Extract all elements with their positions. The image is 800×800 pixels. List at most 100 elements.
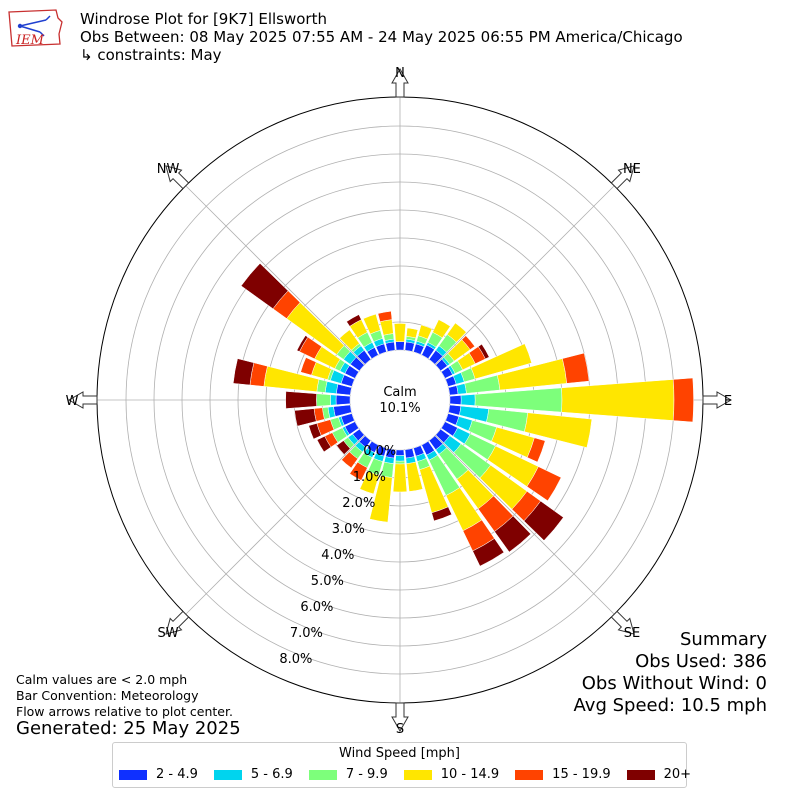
legend-item: 20+: [626, 767, 692, 782]
bar-130deg-bin-5: [523, 500, 564, 541]
bar-180deg-bin-0: [395, 449, 405, 456]
bar-90deg-bin-4: [672, 377, 694, 423]
summary-obs-without-wind: Obs Without Wind: 0: [581, 673, 767, 694]
bar-50deg-bin-4: [461, 335, 476, 350]
grid-spoke-5: [185, 435, 365, 615]
legend-swatch: [308, 769, 337, 780]
legend-swatch: [515, 769, 544, 780]
radial-tick-label-1: 1.0%: [353, 470, 386, 485]
direction-label-w: W: [66, 394, 79, 409]
bar-0deg-bin-0: [395, 341, 405, 351]
bar-320deg-bin-3: [339, 329, 360, 351]
legend: Wind Speed [mph] 2 - 4.9 5 - 6.9 7 - 9.9 10…: [112, 742, 691, 788]
flow-arrow-icon: [610, 165, 635, 190]
direction-label-sw: SW: [158, 626, 179, 641]
calm-label: Calm: [383, 385, 416, 400]
bar-40deg-bin-3: [446, 322, 467, 343]
windrose-bars: [232, 263, 694, 567]
bar-160deg-bin-5: [431, 506, 453, 522]
bar-70deg-bin-3: [470, 343, 533, 380]
bar-180deg-bin-1: [395, 455, 405, 462]
bar-150deg-bin-5: [472, 538, 505, 567]
flow-arrow-icon: [391, 67, 409, 98]
legend-swatch: [403, 769, 432, 780]
legend-item: 2 - 4.9: [119, 767, 198, 782]
bar-290deg-bin-4: [300, 357, 317, 376]
bar-60deg-bin-5: [477, 343, 490, 360]
bar-convention-note: Bar Convention: Meteorology: [16, 688, 199, 703]
bar-250deg-bin-5: [308, 423, 322, 440]
flow-arrow-icon: [391, 702, 409, 733]
bar-350deg-bin-4: [377, 310, 393, 323]
chart-title: Windrose Plot for [9K7] Ellsworth: [80, 10, 327, 28]
bar-220deg-bin-4: [341, 451, 359, 469]
radial-tick-label-4: 4.0%: [321, 548, 354, 563]
bar-0deg-bin-3: [393, 323, 407, 343]
bar-260deg-bin-5: [294, 408, 317, 427]
grid-ring-0: [349, 349, 451, 451]
bar-330deg-bin-5: [346, 314, 362, 327]
summary-avg-speed: Avg Speed: 10.5 mph: [573, 695, 767, 716]
bar-240deg-bin-5: [316, 435, 332, 453]
bar-170deg-bin-3: [406, 461, 424, 492]
bar-230deg-bin-5: [336, 440, 351, 455]
grid-spoke-3: [435, 435, 615, 615]
bar-190deg-bin-3: [369, 475, 393, 523]
legend-label: 20+: [663, 767, 692, 782]
logo-text: IEM: [15, 33, 45, 48]
flow-arrows: [67, 67, 733, 733]
flow-arrow-icon: [610, 610, 635, 635]
bar-300deg-bin-5: [296, 335, 309, 352]
flow-arrow-icon: [165, 165, 190, 190]
bar-200deg-bin-3: [359, 470, 380, 495]
legend-item: 10 - 14.9: [403, 767, 500, 782]
flow-arrow-icon: [67, 391, 98, 409]
bar-20deg-bin-3: [417, 324, 433, 340]
bar-270deg-bin-5: [285, 391, 317, 409]
legend-label: 10 - 14.9: [440, 767, 500, 782]
bar-270deg-bin-0: [335, 394, 351, 406]
bar-350deg-bin-3: [379, 319, 394, 336]
iem-logo: IEM: [8, 9, 63, 48]
direction-label-nw: NW: [157, 162, 180, 177]
bar-80deg-bin-0: [448, 385, 459, 396]
legend-item: 5 - 6.9: [213, 767, 293, 782]
direction-label-n: N: [395, 66, 405, 81]
legend-label: 7 - 9.9: [345, 767, 388, 782]
bar-170deg-bin-0: [404, 448, 415, 459]
radial-tick-label-8: 8.0%: [279, 652, 312, 667]
calm-note: Calm values are < 2.0 mph: [16, 672, 188, 687]
calm-label-group: Calm 10.1%: [379, 385, 420, 416]
radial-tick-label-7: 7.0%: [290, 626, 323, 641]
legend-swatch: [119, 769, 147, 780]
grid-spoke-1: [435, 185, 615, 365]
legend-label: 15 - 19.9: [552, 767, 611, 782]
bar-270deg-bin-1: [330, 394, 337, 406]
bar-140deg-bin-5: [494, 515, 532, 553]
direction-label-ne: NE: [623, 162, 641, 177]
radial-tick-label-3: 3.0%: [332, 522, 365, 537]
direction-label-e: E: [724, 394, 732, 409]
bar-110deg-bin-4: [526, 437, 546, 463]
bar-280deg-bin-5: [232, 358, 255, 386]
bar-90deg-bin-3: [561, 379, 675, 421]
bar-100deg-bin-3: [524, 412, 593, 448]
flow-arrows-note: Flow arrows relative to plot center.: [16, 704, 233, 719]
radial-tick-label-0: 0.0%: [363, 444, 396, 459]
bar-180deg-bin-2: [394, 460, 406, 465]
direction-label-se: SE: [624, 626, 640, 641]
bar-10deg-bin-3: [406, 327, 419, 339]
bar-10deg-bin-0: [404, 341, 415, 352]
calm-value: 10.1%: [379, 401, 420, 416]
legend-swatch: [213, 769, 242, 780]
radial-tick-label-2: 2.0%: [342, 496, 375, 511]
summary-obs-used: Obs Used: 386: [635, 651, 767, 672]
legend-label: 5 - 6.9: [250, 767, 293, 782]
bar-90deg-bin-0: [449, 395, 462, 405]
radial-tick-label-5: 5.0%: [311, 574, 344, 589]
legend-item: 7 - 9.9: [308, 767, 388, 782]
legend-item: 15 - 19.9: [515, 767, 611, 782]
bar-340deg-bin-3: [362, 313, 381, 335]
flow-arrow-icon: [165, 610, 190, 635]
